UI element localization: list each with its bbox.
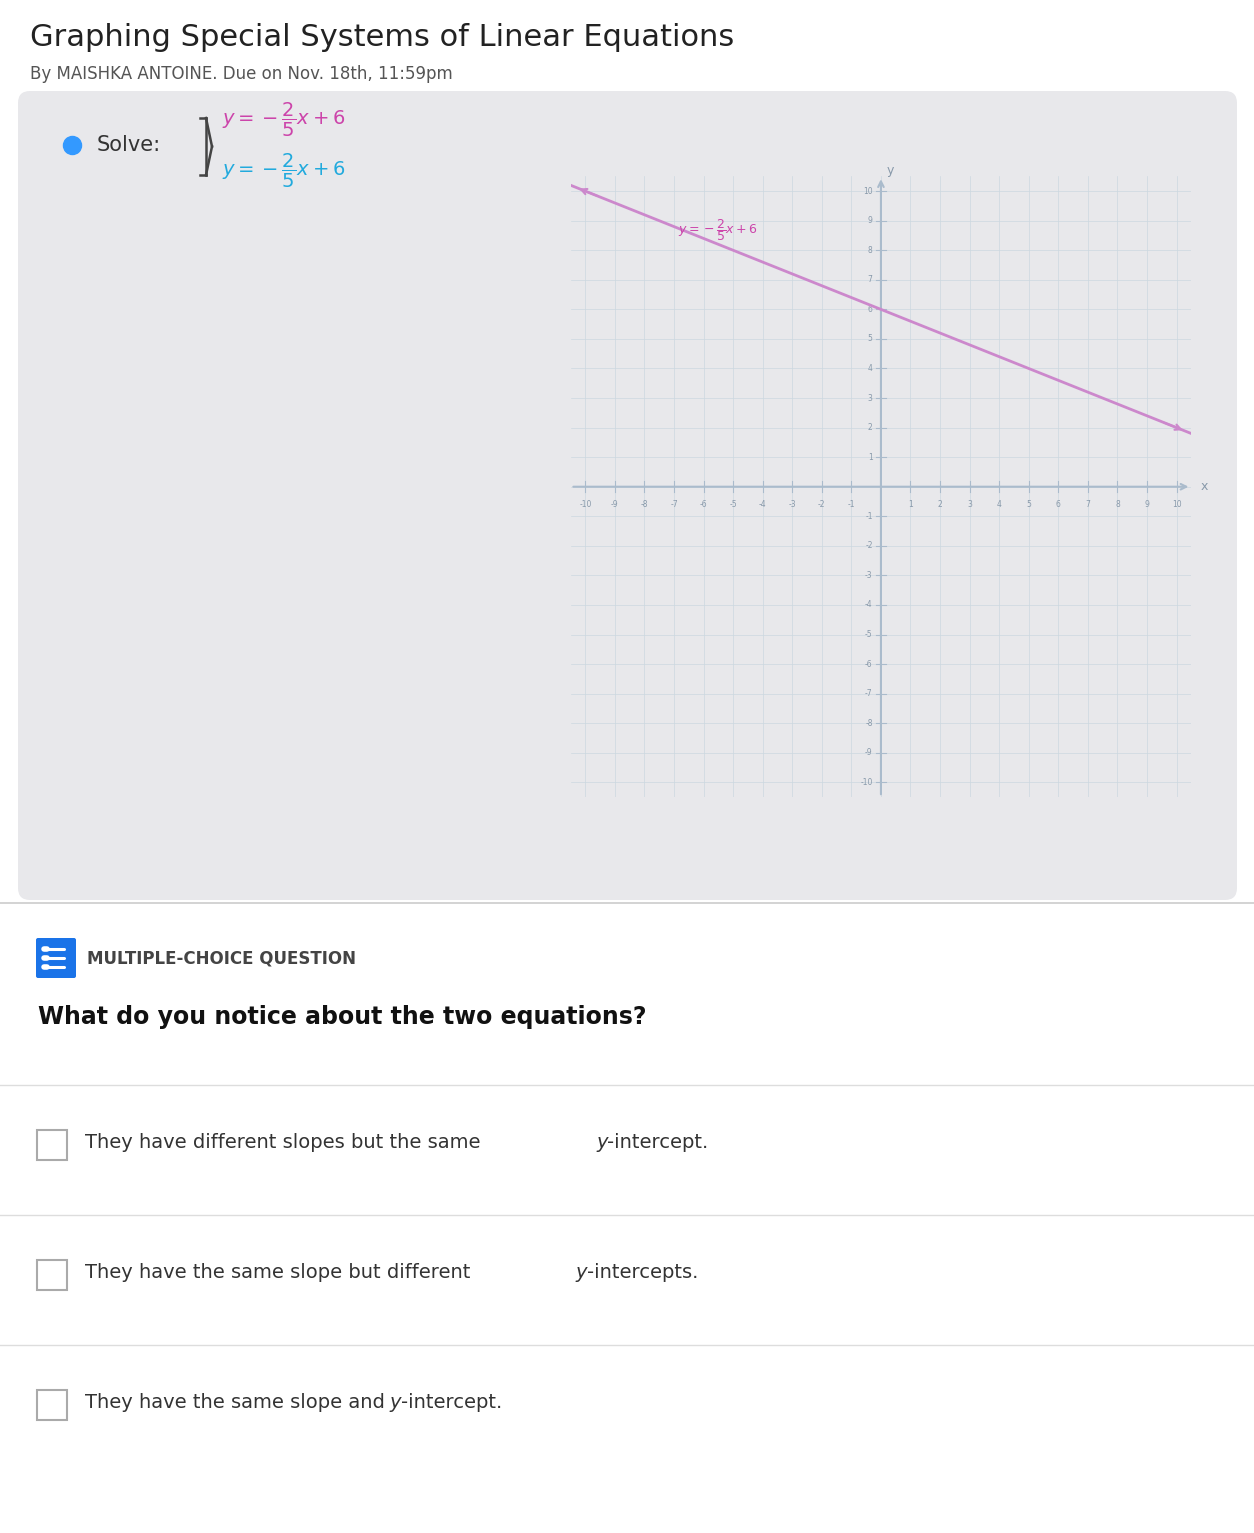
Text: -2: -2	[818, 500, 825, 509]
Text: 10: 10	[1171, 500, 1181, 509]
Text: -7: -7	[865, 690, 873, 698]
Text: y: y	[576, 1263, 587, 1283]
Text: $y = -\dfrac{2}{5}x + 6$: $y = -\dfrac{2}{5}x + 6$	[222, 152, 345, 190]
Text: -6: -6	[700, 500, 707, 509]
Text: -3: -3	[789, 500, 796, 509]
Text: -7: -7	[670, 500, 678, 509]
Text: -3: -3	[865, 570, 873, 579]
Text: -4: -4	[865, 601, 873, 610]
Text: 9: 9	[1145, 500, 1150, 509]
Text: -1: -1	[865, 512, 873, 521]
Text: -9: -9	[611, 500, 618, 509]
Text: 3: 3	[868, 394, 873, 403]
Text: -10: -10	[579, 500, 592, 509]
FancyBboxPatch shape	[38, 1260, 66, 1289]
Text: y: y	[887, 164, 894, 176]
Text: y: y	[389, 1393, 400, 1412]
Text: 7: 7	[868, 276, 873, 284]
Text: 1: 1	[868, 452, 873, 461]
Text: y: y	[596, 1133, 607, 1153]
Text: $y = -\dfrac{2}{5}x + 6$: $y = -\dfrac{2}{5}x + 6$	[678, 216, 759, 242]
Text: By MAISHKA ANTOINE. Due on Nov. 18th, 11:59pm: By MAISHKA ANTOINE. Due on Nov. 18th, 11…	[30, 64, 453, 83]
Text: MULTIPLE-CHOICE QUESTION: MULTIPLE-CHOICE QUESTION	[87, 949, 356, 967]
Text: They have the same slope but different: They have the same slope but different	[85, 1263, 477, 1283]
Text: 6: 6	[868, 305, 873, 314]
Text: -8: -8	[641, 500, 648, 509]
Text: 5: 5	[1026, 500, 1031, 509]
Text: -intercept.: -intercept.	[401, 1393, 503, 1412]
Text: 9: 9	[868, 216, 873, 225]
Text: 8: 8	[868, 245, 873, 254]
Text: 3: 3	[967, 500, 972, 509]
Text: 5: 5	[868, 334, 873, 343]
Text: Solve:: Solve:	[97, 135, 161, 155]
Text: Graphing Special Systems of Linear Equations: Graphing Special Systems of Linear Equat…	[30, 23, 735, 52]
Text: -2: -2	[865, 541, 873, 550]
Text: 2: 2	[938, 500, 943, 509]
Text: $y = -\dfrac{2}{5}x + 6$: $y = -\dfrac{2}{5}x + 6$	[222, 101, 345, 140]
Text: 7: 7	[1086, 500, 1090, 509]
Text: -9: -9	[865, 748, 873, 757]
FancyBboxPatch shape	[38, 1130, 66, 1160]
Text: x: x	[1200, 480, 1208, 494]
Text: 2: 2	[868, 423, 873, 432]
Text: 8: 8	[1115, 500, 1120, 509]
Text: They have different slopes but the same: They have different slopes but the same	[85, 1133, 487, 1153]
Text: What do you notice about the two equations?: What do you notice about the two equatio…	[38, 1006, 647, 1029]
Text: They have the same slope and: They have the same slope and	[85, 1393, 391, 1412]
FancyBboxPatch shape	[18, 90, 1236, 900]
Text: -6: -6	[865, 659, 873, 668]
FancyBboxPatch shape	[38, 1390, 66, 1420]
Text: 1: 1	[908, 500, 913, 509]
Text: 4: 4	[868, 363, 873, 373]
Text: 4: 4	[997, 500, 1002, 509]
Text: -intercepts.: -intercepts.	[587, 1263, 698, 1283]
Text: -4: -4	[759, 500, 766, 509]
FancyBboxPatch shape	[36, 938, 76, 978]
Text: -1: -1	[848, 500, 855, 509]
Text: 10: 10	[863, 187, 873, 196]
Text: -5: -5	[730, 500, 737, 509]
Text: -5: -5	[865, 630, 873, 639]
Text: -8: -8	[865, 719, 873, 728]
Text: -intercept.: -intercept.	[607, 1133, 709, 1153]
Text: -10: -10	[860, 777, 873, 786]
Text: 6: 6	[1056, 500, 1061, 509]
